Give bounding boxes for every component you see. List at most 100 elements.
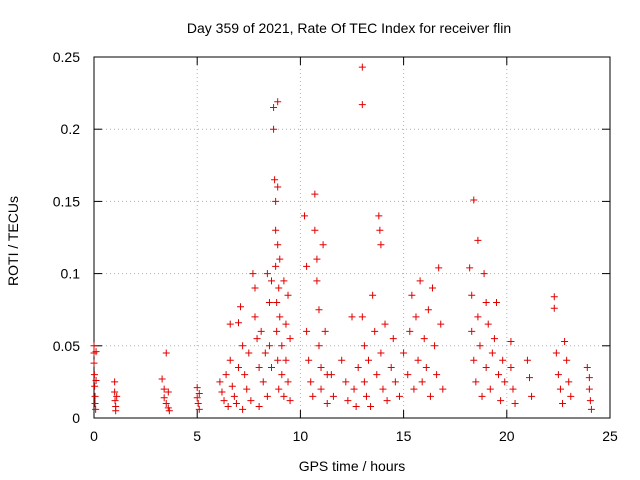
data-point (226, 356, 234, 364)
data-point (232, 400, 240, 408)
data-point (526, 374, 534, 382)
data-point (91, 392, 99, 400)
data-point (158, 375, 166, 383)
x-tick-label: 25 (602, 428, 618, 444)
data-point (112, 407, 120, 415)
data-point (261, 349, 269, 357)
data-point (507, 363, 515, 371)
data-point (422, 363, 430, 371)
data-point (561, 337, 569, 345)
data-point (323, 400, 331, 408)
data-point (431, 342, 439, 350)
data-point (237, 303, 245, 311)
x-tick-label: 20 (499, 428, 515, 444)
data-point (273, 327, 281, 335)
data-point (194, 400, 202, 408)
data-point (360, 342, 368, 350)
data-point (490, 335, 498, 343)
data-point (92, 376, 100, 384)
data-point (245, 349, 253, 357)
data-point (92, 405, 100, 413)
data-point (253, 335, 261, 343)
data-point (230, 392, 238, 400)
data-point (391, 378, 399, 386)
data-point (342, 378, 350, 386)
axis-ticks: 0 5 10 15 20 25 0 0.05 0.1 0.15 0.2 0.25 (53, 49, 618, 444)
data-point (193, 384, 201, 392)
data-point (387, 363, 395, 371)
data-point (311, 190, 319, 198)
data-point (474, 236, 482, 244)
data-point (470, 356, 478, 364)
y-tick-label: 0.2 (61, 121, 81, 137)
data-point (239, 405, 247, 413)
data-point (348, 313, 356, 321)
data-point (303, 327, 311, 335)
data-point (497, 397, 505, 405)
data-point (554, 371, 562, 379)
data-point (193, 394, 201, 402)
data-point (350, 385, 358, 393)
data-point (275, 385, 283, 393)
data-point (377, 241, 385, 249)
data-point (329, 392, 337, 400)
data-point (224, 402, 232, 410)
data-point (404, 371, 412, 379)
data-point (313, 255, 321, 263)
data-point (92, 348, 100, 356)
data-point (511, 400, 519, 408)
data-point (303, 262, 311, 270)
data-point (243, 385, 251, 393)
data-point (216, 378, 224, 386)
data-point (91, 382, 99, 390)
data-point (90, 371, 98, 379)
data-point (305, 356, 313, 364)
data-point (278, 371, 286, 379)
data-point (321, 327, 329, 335)
data-point (317, 385, 325, 393)
data-point (255, 363, 263, 371)
data-point (301, 212, 309, 220)
plot-frame (93, 56, 611, 419)
data-point (360, 378, 368, 386)
x-tick-label: 5 (193, 428, 201, 444)
data-point (270, 125, 278, 133)
data-point (265, 298, 273, 306)
data-point (272, 226, 280, 234)
data-point (414, 356, 422, 364)
data-point (319, 241, 327, 249)
data-point (563, 356, 571, 364)
data-point (501, 378, 509, 386)
grid-lines (94, 57, 610, 418)
data-point (375, 212, 383, 220)
data-point (282, 320, 290, 328)
data-point (412, 313, 420, 321)
data-point (406, 327, 414, 335)
data-point (437, 320, 445, 328)
data-point (344, 397, 352, 405)
data-point (358, 63, 366, 71)
data-point (160, 385, 168, 393)
data-point (358, 101, 366, 109)
data-point (428, 284, 436, 292)
data-point (162, 400, 170, 408)
data-point (278, 342, 286, 350)
data-point (408, 291, 416, 299)
data-point (234, 319, 242, 327)
data-point (276, 313, 284, 321)
data-point (275, 284, 283, 292)
data-point (218, 388, 226, 396)
data-point (550, 293, 558, 301)
y-tick-label: 0 (72, 410, 80, 426)
data-point (307, 378, 315, 386)
data-point (286, 335, 294, 343)
data-point (552, 349, 560, 357)
data-point (373, 371, 381, 379)
data-point (272, 197, 280, 205)
data-point (478, 392, 486, 400)
data-point (311, 226, 319, 234)
data-point (239, 342, 247, 350)
data-point (111, 397, 119, 405)
data-point (585, 374, 593, 382)
data-point (160, 394, 168, 402)
